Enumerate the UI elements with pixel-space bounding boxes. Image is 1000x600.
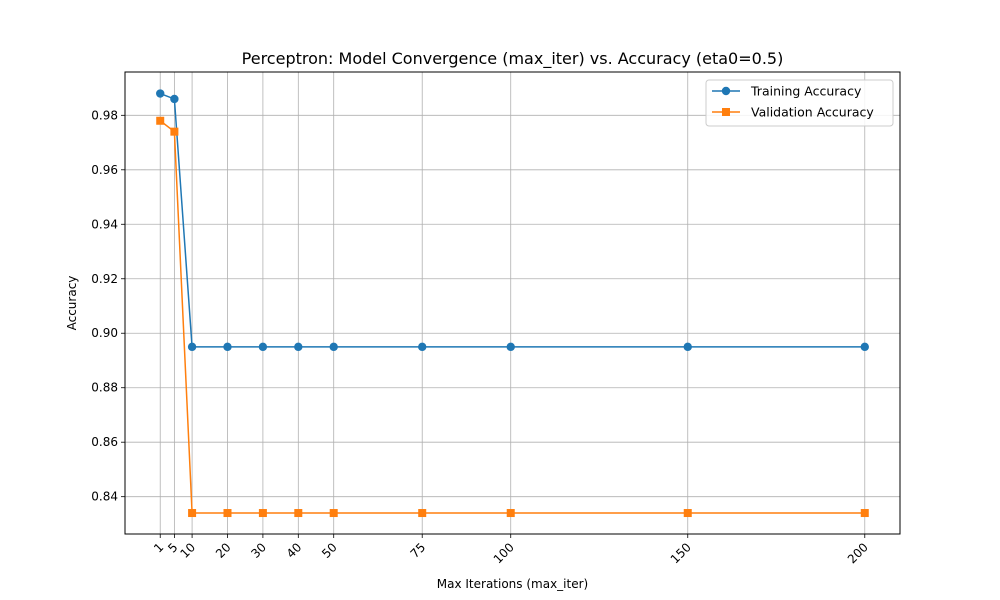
x-tick-label: 50 [319,540,340,561]
y-tick-label: 0.94 [91,217,118,231]
x-axis-label: Max Iterations (max_iter) [437,577,588,591]
y-tick-label: 0.98 [91,108,118,122]
legend-label: Validation Accuracy [751,105,874,120]
y-tick-label: 0.90 [91,326,118,340]
chart-title: Perceptron: Model Convergence (max_iter)… [242,49,784,69]
legend: Training Accuracy Validation Accuracy [705,79,894,127]
data-point [170,127,179,136]
legend-item: Validation Accuracy [712,105,874,120]
x-tick-label: 150 [668,540,694,566]
data-point [418,342,427,352]
legend-marker [721,86,731,96]
data-point [223,509,232,518]
legend-item: Training Accuracy [712,84,862,99]
data-point [170,94,179,104]
series-layer [156,89,869,518]
data-point [223,342,232,352]
x-tick-label: 5 [165,540,180,555]
series-training-accuracy [156,89,869,352]
legend-label: Training Accuracy [750,84,862,99]
x-tick-label: 100 [491,540,517,566]
data-point [329,509,338,518]
y-axis-label: Accuracy [65,276,79,331]
data-point [156,89,165,98]
data-point [418,509,427,518]
x-tick-label: 1 [151,540,166,555]
data-point [683,342,692,352]
data-point [860,342,869,352]
series-line [159,92,865,348]
data-point [506,342,515,352]
x-tick-label: 20 [213,540,234,561]
data-point [294,509,303,518]
y-tick-label: 0.84 [91,490,118,504]
y-tick-label: 0.86 [91,435,118,449]
legend-frame [705,79,894,127]
data-point [329,342,338,352]
x-tick-label: 75 [408,540,429,561]
data-point [506,509,515,518]
x-tick-label: 200 [845,540,871,566]
series-validation-accuracy [156,116,869,518]
data-point [294,342,303,352]
y-tick-label: 0.88 [91,381,118,395]
y-tick-label: 0.96 [91,163,118,177]
data-point [156,116,165,125]
y-tick-label: 0.92 [91,272,118,286]
data-point [860,509,869,518]
x-tick-label: 40 [284,540,305,561]
data-point [188,509,197,518]
grid-lines [125,72,900,534]
data-point [258,342,268,352]
series-line [159,120,865,514]
legend-marker [722,108,730,116]
data-point [683,509,692,518]
data-point [258,509,267,518]
x-tick-label: 30 [248,540,269,561]
plot-area-frame [124,71,901,535]
x-tick-label: 10 [178,540,199,561]
data-point [187,342,197,352]
